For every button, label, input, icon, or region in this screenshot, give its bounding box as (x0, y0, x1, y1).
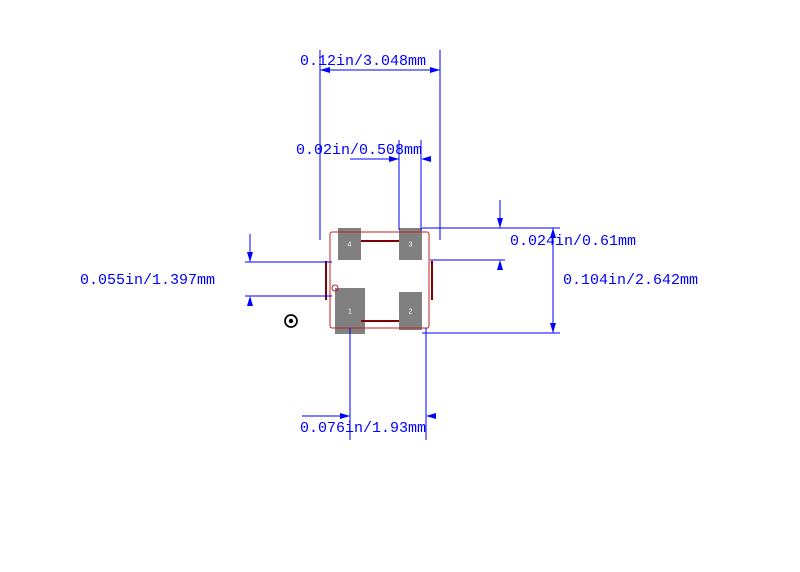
pad-label-1: 1 (348, 308, 352, 315)
dim-label-right1: 0.024in/0.61mm (510, 233, 636, 250)
pad-label-3: 3 (409, 241, 413, 248)
origin-marker-dot (289, 319, 293, 323)
pad-label-4: 4 (348, 241, 352, 248)
dim-label-left: 0.055in/1.397mm (80, 272, 215, 289)
dim-label-right2: 0.104in/2.642mm (563, 272, 698, 289)
dim-label-bottom: 0.076in/1.93mm (300, 420, 426, 437)
dim-label-top1: 0.12in/3.048mm (300, 53, 426, 70)
pad-label-2: 2 (409, 308, 413, 315)
technical-drawing: 1 2 3 4 0.12in/3.048mm 0.02in/0.508mm 0.024in/… (0, 0, 800, 572)
dim-label-top2: 0.02in/0.508mm (296, 142, 422, 159)
